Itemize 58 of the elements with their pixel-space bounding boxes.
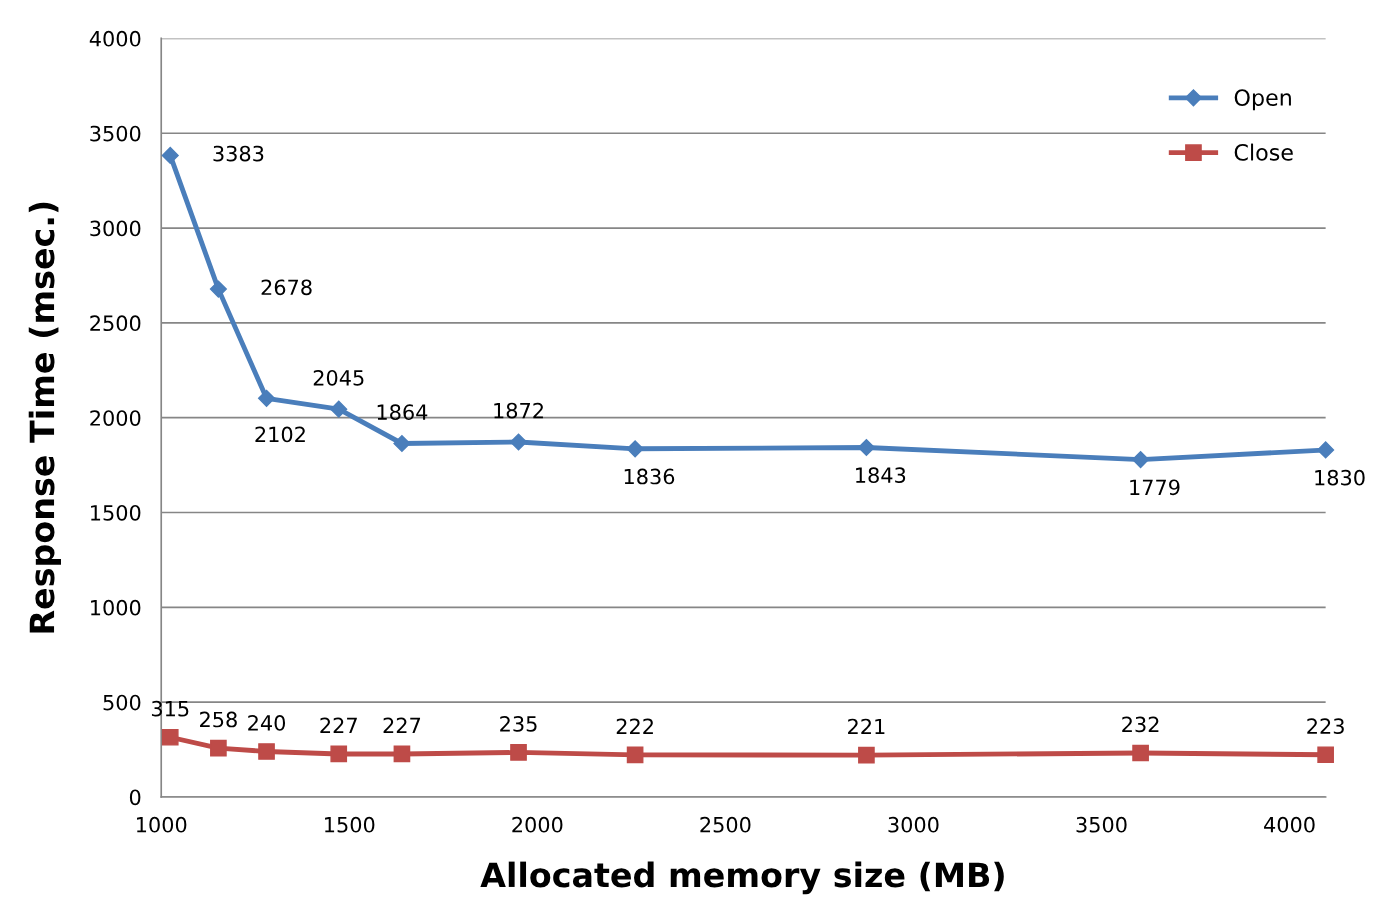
x-tick-label: 1000 [137,816,187,833]
point [161,146,179,164]
legend-label: Close [1234,143,1293,161]
point [330,745,348,763]
data-label: 227 [383,717,421,733]
x-tick-label: 2000 [512,816,563,833]
data-label: 1779 [1130,479,1180,496]
data-label: 1836 [624,468,675,485]
point [393,434,411,453]
data-label: 2678 [261,279,312,296]
data-label: 232 [1122,716,1159,733]
point [510,744,527,761]
y-axis-title: Response Time (msec.) [28,202,61,633]
x-tick-label: 4000 [1264,816,1315,833]
point [626,746,644,764]
data-label: 240 [248,715,286,731]
data-label: 221 [848,718,885,735]
y-tick-label: 2000 [90,410,141,426]
data-label: 258 [200,711,237,728]
y-tick-label: 4000 [89,30,141,47]
data-label: 2102 [255,426,305,443]
y-tick-label: 3000 [90,220,141,237]
data-label: 223 [1307,718,1344,735]
point [258,743,275,760]
data-label: 222 [616,718,653,734]
legend-label: Open [1234,89,1291,111]
point [257,389,276,407]
point [1132,451,1150,469]
x-tick-label: 1500 [325,816,375,833]
data-label: 1872 [494,402,543,419]
point [330,400,348,418]
y-tick-label: 500 [103,694,141,711]
data-label: 227 [320,717,357,733]
point [1317,746,1334,764]
x-tick-label: 3500 [1076,816,1127,833]
point [858,746,875,764]
x-tick-label: 2500 [700,816,751,833]
y-tick-label: 3500 [90,125,141,142]
y-tick-label: 2500 [90,315,141,332]
point [1132,744,1149,762]
data-label: 1830 [1315,469,1365,486]
data-label: 1864 [377,404,428,421]
data-label: 1843 [856,467,906,484]
x-axis-title: Allocated memory size (MB) [480,861,1004,895]
data-label: 3383 [213,145,264,162]
point [393,745,411,763]
data-label: 315 [151,700,189,717]
data-label: 235 [500,715,537,732]
x-tick-label: 3000 [888,816,939,833]
y-tick-label: 0 [129,789,141,806]
point [209,280,227,298]
y-tick-label: 1500 [91,504,141,521]
point [161,728,179,746]
point [1317,441,1335,459]
point [210,739,227,757]
point [626,440,644,458]
y-tick-label: 1000 [91,599,141,616]
data-label: 2045 [313,369,364,386]
